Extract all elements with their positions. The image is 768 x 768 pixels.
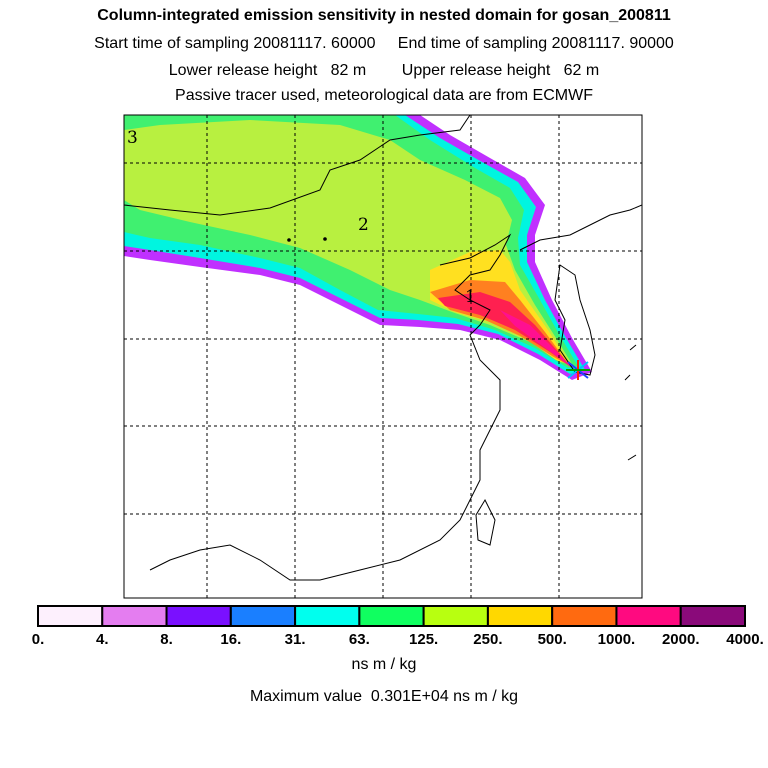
maximum-value: Maximum value 0.301E+04 ns m / kg [249, 688, 519, 705]
colorbar-tick-label: 4. [96, 631, 109, 648]
colorbar-segment [101, 605, 168, 627]
plume-red [438, 292, 572, 368]
colorbar-tick-label: 0. [31, 631, 45, 648]
release-heights: Lower release height 82 m Upper release … [0, 62, 768, 80]
start-time: Start time of sampling 20081117. 60000 [94, 35, 376, 52]
end-time: End time of sampling 20081117. 90000 [397, 35, 674, 52]
tracer-info: Passive tracer used, meteorological data… [175, 87, 593, 104]
colorbar-segment [679, 605, 747, 627]
colorbar-tick-label: 8. [160, 631, 173, 648]
label-1: 1 [465, 287, 476, 307]
plume-magenta [500, 310, 575, 370]
colorbar-tick-label: 63. [348, 631, 370, 648]
gridlines [124, 115, 642, 598]
map-frame [123, 114, 643, 599]
colorbar-segment [229, 605, 297, 627]
colorbar-segment [615, 605, 682, 627]
colorbar-tick-label: 16. [220, 631, 242, 648]
colorbar-segment [37, 605, 104, 627]
dot-marker [323, 237, 327, 241]
colorbar-tick-label: 2000. [661, 631, 700, 648]
dot-marker [287, 238, 291, 242]
colorbar-segment [486, 605, 554, 627]
colorbar [37, 605, 747, 627]
colorbar-unit: ns m / kg [351, 656, 417, 673]
colorbar-tick-label: 250. [473, 631, 503, 648]
plot-title: Column-integrated emission sensitivity i… [97, 7, 671, 24]
lower-height: Lower release height 82 m [168, 62, 367, 79]
colorbar-segment [422, 605, 489, 627]
colorbar-segment [358, 605, 425, 627]
label-3: 3 [127, 128, 138, 148]
colorbar-segment [294, 605, 361, 627]
colorbar-tick-label: 500. [537, 631, 567, 648]
colorbar-tick-label: 31. [284, 631, 306, 648]
sampling-times: Start time of sampling 20081117. 60000 E… [0, 35, 768, 53]
coastlines [124, 115, 642, 581]
colorbar-tick-label: 1000. [597, 631, 636, 648]
colorbar-tick-label: 4000. [726, 631, 764, 648]
colorbar-segment [551, 605, 618, 627]
colorbar-tick-label: 125. [409, 631, 439, 648]
star-marker-icon [566, 360, 590, 380]
colorbar-segment [165, 605, 232, 627]
label-2: 2 [358, 215, 369, 235]
plume [124, 115, 592, 380]
upper-height: Upper release height 62 m [401, 62, 600, 79]
